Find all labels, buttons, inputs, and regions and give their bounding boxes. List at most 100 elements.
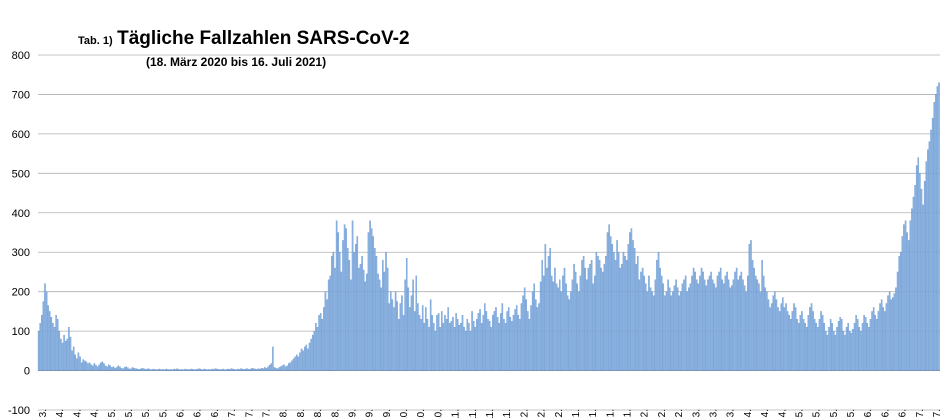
chart-title-prefix: Tab. 1) (78, 35, 113, 47)
bar (923, 181, 926, 371)
bar (892, 297, 894, 371)
bar (694, 271, 696, 371)
bar (268, 364, 271, 371)
bar (120, 368, 123, 371)
bar (748, 244, 751, 371)
bar (170, 369, 172, 371)
bar (235, 369, 237, 371)
x-tick-label: 13.4. (72, 409, 83, 418)
bar (488, 321, 491, 371)
bar (928, 141, 931, 371)
bar (731, 285, 733, 371)
bar (855, 315, 857, 371)
bar (515, 305, 518, 371)
bar (652, 295, 655, 371)
x-tick-label: 1.5. (794, 409, 805, 418)
bar (700, 267, 703, 371)
bar (84, 360, 86, 371)
bar (131, 367, 134, 371)
bar (552, 281, 555, 371)
bar (100, 362, 102, 371)
bar (594, 275, 596, 371)
bar (541, 259, 543, 371)
bar (761, 259, 763, 371)
bar (815, 323, 818, 371)
bar (517, 315, 520, 371)
bar (557, 287, 559, 371)
bar (329, 275, 331, 371)
bar (308, 342, 311, 371)
bar (476, 319, 478, 371)
bar (168, 369, 171, 371)
bar (871, 311, 873, 371)
bar (866, 323, 869, 371)
bar (128, 368, 131, 371)
bar (69, 336, 72, 371)
bar (522, 295, 524, 371)
bar (251, 368, 253, 371)
bar (125, 366, 127, 371)
bar (420, 319, 422, 371)
x-tick-label: 22.4. (777, 409, 788, 418)
x-tick-label: 8.12. (519, 409, 530, 418)
bar (697, 283, 700, 371)
bar (627, 244, 629, 371)
bar (106, 366, 108, 371)
bar (460, 323, 462, 371)
bar (152, 368, 155, 371)
bar (37, 330, 40, 371)
bar (190, 368, 193, 371)
bar (589, 263, 591, 371)
bar (474, 327, 477, 371)
bar (852, 328, 854, 371)
bar (472, 321, 475, 371)
bar (50, 317, 53, 371)
bar (173, 368, 175, 371)
bar (831, 323, 833, 371)
bar (558, 279, 561, 371)
bar (49, 311, 51, 371)
bar (316, 327, 319, 371)
bar (678, 295, 680, 371)
bar (896, 271, 899, 371)
bar (805, 327, 808, 371)
x-tick-label: 15.10. (416, 409, 427, 418)
bar (347, 248, 349, 371)
bar (267, 366, 269, 371)
bar (740, 271, 743, 371)
x-tick-label: 4.1. (571, 409, 582, 418)
bar (601, 271, 604, 371)
x-tick-label: 31.1. (623, 409, 634, 418)
bar (407, 287, 410, 371)
bar (756, 279, 759, 371)
bar (396, 301, 398, 371)
bar (770, 303, 773, 371)
y-tick-label: 200 (12, 287, 30, 299)
bar (421, 305, 424, 371)
bar (512, 315, 515, 371)
bar (47, 305, 49, 371)
bar (665, 291, 668, 371)
bar (750, 240, 752, 371)
bar (256, 369, 258, 371)
bar (111, 367, 113, 371)
bar (625, 259, 628, 371)
x-tick-label: 27.9. (382, 409, 393, 418)
bar (804, 323, 806, 371)
bar (241, 368, 244, 371)
bar (101, 361, 104, 371)
bar (76, 358, 78, 371)
bar (703, 279, 706, 371)
bar (874, 315, 877, 371)
bar (592, 283, 594, 371)
bar (359, 263, 362, 371)
bar (44, 283, 46, 371)
y-tick-label: 300 (12, 247, 30, 259)
bar (813, 319, 816, 371)
bar (619, 267, 622, 371)
bar (790, 319, 792, 371)
bar (364, 281, 367, 371)
bar (909, 220, 912, 371)
bar (401, 295, 403, 371)
